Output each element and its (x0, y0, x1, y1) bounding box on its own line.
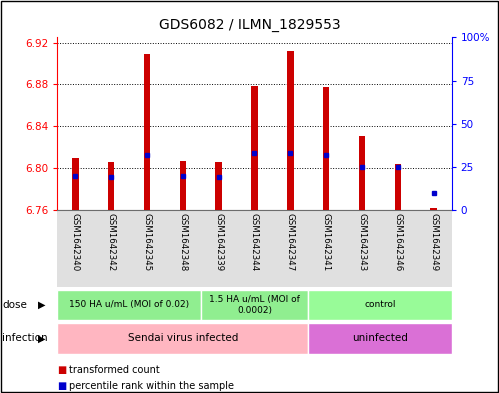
Text: control: control (364, 301, 396, 309)
Bar (180, 161, 186, 210)
Bar (201, 290, 308, 320)
Bar (57, 323, 308, 354)
Text: GSM1642344: GSM1642344 (250, 213, 259, 271)
Text: Sendai virus infected: Sendai virus infected (128, 333, 238, 343)
Bar (237, 210, 272, 287)
Text: ■: ■ (57, 365, 67, 375)
Text: GSM1642340: GSM1642340 (71, 213, 80, 271)
Bar (416, 210, 452, 287)
Text: GSM1642347: GSM1642347 (286, 213, 295, 271)
Bar (431, 208, 437, 210)
Bar (93, 210, 129, 287)
Text: GSM1642345: GSM1642345 (143, 213, 152, 271)
Bar (57, 290, 201, 320)
Bar (395, 164, 401, 210)
Text: ▶: ▶ (37, 333, 45, 343)
Text: ▶: ▶ (37, 300, 45, 310)
Text: infection: infection (2, 333, 48, 343)
Bar (308, 323, 452, 354)
Text: ■: ■ (57, 381, 67, 391)
Text: 150 HA u/mL (MOI of 0.02): 150 HA u/mL (MOI of 0.02) (69, 301, 189, 309)
Bar (380, 210, 416, 287)
Bar (72, 158, 78, 210)
Text: GSM1642341: GSM1642341 (322, 213, 331, 271)
Bar (308, 290, 452, 320)
Bar (57, 210, 93, 287)
Bar (308, 210, 344, 287)
Text: GSM1642346: GSM1642346 (393, 213, 402, 271)
Bar (201, 210, 237, 287)
Text: dose: dose (2, 300, 27, 310)
Bar (144, 54, 150, 210)
Text: uninfected: uninfected (352, 333, 408, 343)
Text: GSM1642342: GSM1642342 (107, 213, 116, 271)
Bar (129, 210, 165, 287)
Text: GSM1642343: GSM1642343 (357, 213, 366, 271)
Text: transformed count: transformed count (69, 365, 160, 375)
Bar (323, 86, 329, 210)
Bar (344, 210, 380, 287)
Bar (108, 162, 114, 210)
Text: GSM1642339: GSM1642339 (214, 213, 223, 271)
Text: GDS6082 / ILMN_1829553: GDS6082 / ILMN_1829553 (159, 18, 340, 32)
Text: GSM1642348: GSM1642348 (178, 213, 187, 271)
Text: percentile rank within the sample: percentile rank within the sample (69, 381, 234, 391)
Bar (251, 86, 257, 210)
Bar (216, 162, 222, 210)
Text: GSM1642349: GSM1642349 (429, 213, 438, 271)
Bar (359, 136, 365, 210)
Text: 1.5 HA u/mL (MOI of
0.0002): 1.5 HA u/mL (MOI of 0.0002) (209, 295, 300, 315)
Bar (287, 51, 293, 210)
Bar (272, 210, 308, 287)
Bar (165, 210, 201, 287)
